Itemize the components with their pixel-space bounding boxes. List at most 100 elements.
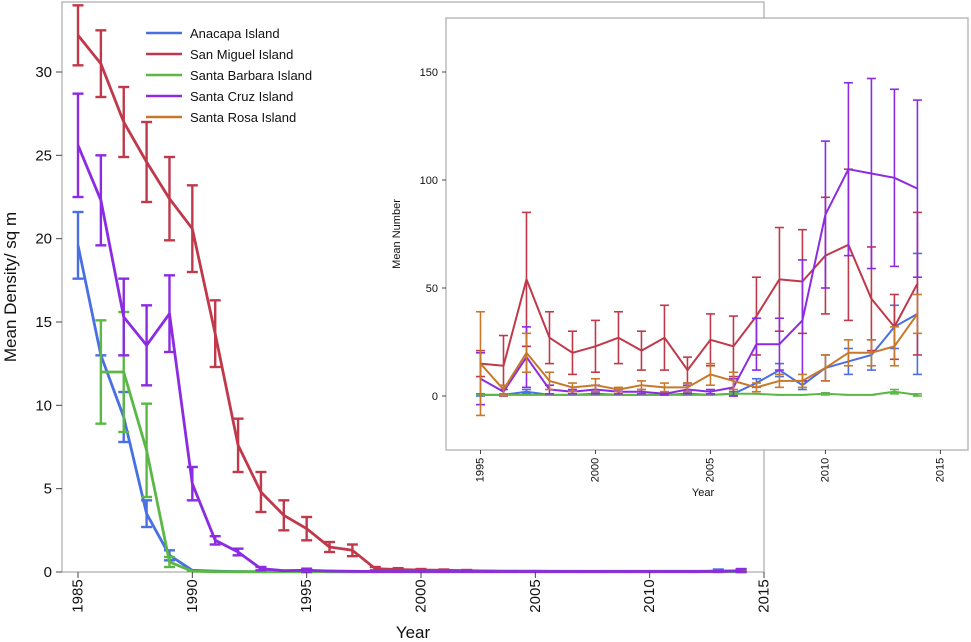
inset-errorbar-santa-cruz-island-2012	[866, 77, 876, 270]
main-x-tick-label-2000: 2000	[413, 579, 430, 612]
inset-errorbar-anacapa-island-1997	[521, 388, 531, 395]
main-y-tick-label-0: 0	[44, 564, 52, 581]
inset-errorbar-santa-cruz-island-2005	[705, 388, 715, 395]
main-y-tick-label-5: 5	[44, 481, 52, 498]
main-x-tick-label-1995: 1995	[298, 579, 315, 612]
inset-errorbar-santa-rosa-island-2009	[797, 373, 807, 389]
legend-item-santa-cruz-island: Santa Cruz Island	[146, 89, 293, 104]
inset-errorbar-santa-rosa-island-2011	[843, 339, 853, 367]
inset-errorbar-santa-rosa-island-2008	[774, 373, 784, 389]
main-y-axis-title: Mean Density/ sq m	[1, 212, 20, 362]
inset-errorbar-san-miguel-island-1998	[544, 310, 554, 365]
inset-errorbar-san-miguel-island-2003	[659, 304, 669, 371]
inset-x-axis: 1995 2000 2005 2010 2015	[474, 450, 946, 482]
main-y-tick-label-30: 30	[35, 64, 52, 81]
inset-errorbar-santa-rosa-island-2003	[659, 382, 669, 393]
inset-errorbar-santa-rosa-island-1996	[498, 384, 508, 395]
main-x-axis: 1985 1990 1995 2000 2005 2010 2015	[70, 572, 773, 613]
main-errorbar-san-miguel-island-1992	[232, 417, 244, 474]
inset-errorbar-santa-cruz-island-2011	[843, 82, 853, 257]
main-errorbar-san-miguel-island-1986	[95, 29, 107, 99]
inset-errorbar-santa-rosa-island-2005	[705, 362, 715, 387]
inset-y-tick-label-0: 0	[432, 391, 438, 403]
main-errorbar-santa-cruz-island-1991	[209, 534, 221, 546]
main-errorbar-santa-barbara-island-1989	[163, 555, 175, 569]
main-errorbar-san-miguel-island-1988	[141, 120, 153, 204]
inset-errorbar-san-miguel-island-2000	[590, 319, 600, 374]
inset-y-axis: 0 50 100 150	[420, 67, 446, 403]
inset-x-tick-label-1995: 1995	[474, 458, 486, 482]
inset-errorbar-santa-rosa-island-2007	[751, 382, 761, 393]
main-errorbar-san-miguel-island-1994	[278, 499, 290, 532]
main-errorbar-santa-cruz-island-1993	[255, 565, 267, 572]
main-x-tick-label-1985: 1985	[70, 579, 87, 612]
legend-label-san-miguel-island: San Miguel Island	[190, 47, 293, 62]
inset-errorbar-santa-rosa-island-1995	[475, 310, 485, 417]
inset-errorbar-santa-cruz-island-2014	[912, 99, 922, 279]
main-errorbar-santa-cruz-island-2014	[735, 567, 747, 574]
main-errorbar-san-miguel-island-1996	[324, 540, 336, 554]
main-y-tick-label-15: 15	[35, 314, 52, 331]
main-errorbar-san-miguel-island-1997	[346, 543, 358, 558]
main-errorbar-san-miguel-island-1991	[209, 299, 221, 369]
main-errorbar-santa-barbara-island-1988	[141, 402, 153, 499]
inset-errorbar-san-miguel-island-2001	[613, 310, 623, 365]
main-y-tick-label-25: 25	[35, 147, 52, 164]
inset-errorbar-santa-cruz-island-2010	[820, 140, 830, 289]
main-y-tick-label-20: 20	[35, 231, 52, 248]
inset-x-tick-label-2015: 2015	[934, 458, 946, 482]
main-errorbar-santa-cruz-island-1987	[118, 277, 130, 357]
inset-errorbar-santa-rosa-island-1998	[544, 371, 554, 391]
inset-x-axis-title: Year	[692, 487, 715, 499]
main-errorbar-santa-cruz-island-1992	[232, 547, 244, 557]
inset-errorbar-santa-rosa-island-2004	[682, 382, 692, 393]
inset-errorbar-san-miguel-island-1999	[567, 330, 577, 376]
inset-y-tick-label-100: 100	[420, 175, 438, 187]
main-errorbar-santa-cruz-island-1986	[95, 154, 107, 247]
main-errorbar-san-miguel-island-1985	[72, 4, 84, 67]
inset-errorbar-san-miguel-island-2002	[636, 330, 646, 371]
main-errorbar-anacapa-island-1988	[141, 499, 153, 529]
legend-label-santa-rosa-island: Santa Rosa Island	[190, 110, 296, 125]
inset-errorbar-santa-rosa-island-2013	[889, 326, 899, 367]
legend-label-santa-cruz-island: Santa Cruz Island	[190, 89, 293, 104]
main-errorbar-santa-cruz-island-1989	[163, 274, 175, 354]
inset-errorbar-santa-rosa-island-2010	[820, 354, 830, 382]
main-x-tick-label-1990: 1990	[184, 579, 201, 612]
legend-label-santa-barbara-island: Santa Barbara Island	[190, 68, 312, 83]
main-x-axis-title: Year	[396, 623, 431, 642]
inset-y-tick-label-150: 150	[420, 67, 438, 79]
inset-errorbar-santa-rosa-island-2014	[912, 293, 922, 335]
inset-line-san-miguel-island	[480, 243, 919, 372]
inset-errorbar-santa-rosa-island-2006	[728, 371, 738, 391]
legend: Anacapa Island San Miguel Island Santa Bar…	[146, 26, 312, 125]
main-errorbar-san-miguel-island-1987	[118, 85, 130, 159]
inset-errorbar-santa-cruz-island-2008	[774, 317, 784, 371]
inset-errorbar-santa-barbara-island-2013	[889, 388, 899, 395]
inset-series-group	[475, 77, 922, 417]
inset-plot: 1995 2000 2005 2010 2015 0 50 100 150 Year Mean…	[391, 17, 969, 499]
inset-x-tick-label-2005: 2005	[704, 458, 716, 482]
legend-item-santa-rosa-island: Santa Rosa Island	[146, 110, 296, 125]
main-errorbar-santa-barbara-island-1986	[95, 319, 107, 425]
main-x-tick-label-2005: 2005	[527, 579, 544, 612]
inset-errorbar-santa-rosa-island-1999	[567, 382, 577, 393]
main-errorbar-san-miguel-island-1993	[255, 470, 267, 514]
inset-errorbar-santa-rosa-island-1997	[521, 332, 531, 374]
main-errorbar-santa-cruz-island-1990	[186, 465, 198, 502]
legend-label-anacapa-island: Anacapa Island	[190, 26, 280, 41]
main-x-tick-label-2015: 2015	[756, 579, 773, 612]
inset-x-tick-label-2010: 2010	[819, 458, 831, 482]
main-series-santa-cruz-island	[72, 92, 747, 574]
inset-errorbar-santa-rosa-island-2000	[590, 377, 600, 393]
inset-line-santa-rosa-island	[479, 313, 919, 391]
main-y-axis: 0 5 10 15 20 25 30	[35, 64, 62, 581]
main-errorbar-santa-cruz-island-1985	[72, 92, 84, 199]
inset-y-axis-title: Mean Number	[391, 199, 403, 269]
inset-plot-frame	[445, 17, 969, 451]
inset-errorbar-santa-rosa-island-2001	[613, 386, 623, 393]
inset-series-santa-barbara-island	[475, 388, 922, 397]
main-plot: 1985 1990 1995 2000 2005 2010 2015 0 5 10 15 20 25 3…	[1, 1, 773, 642]
inset-plot-background	[446, 18, 968, 450]
